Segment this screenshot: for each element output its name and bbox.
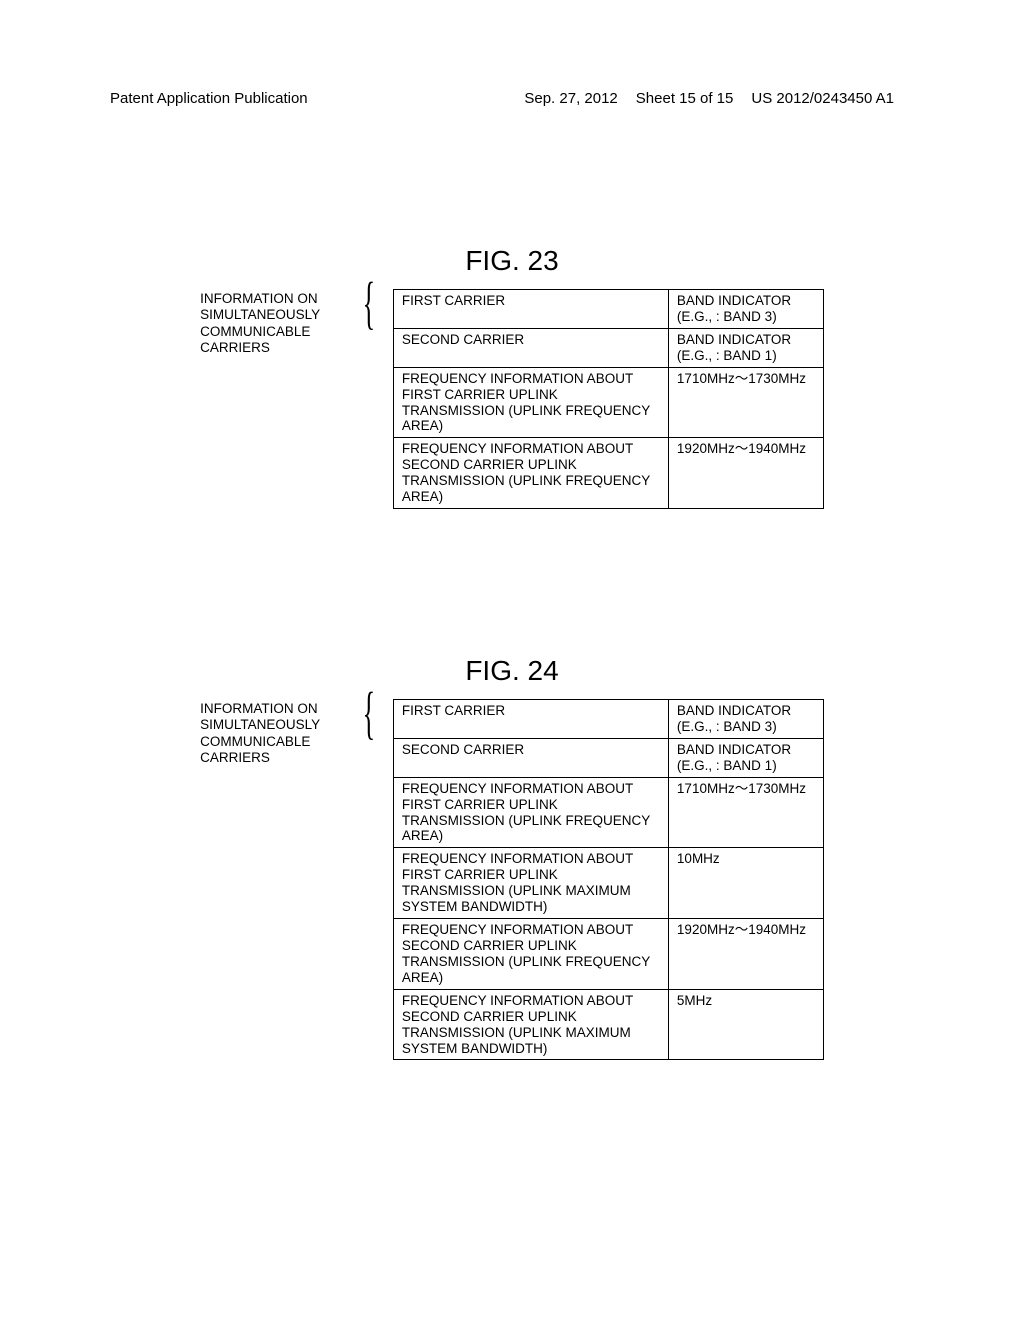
cell-desc: FREQUENCY INFORMATION ABOUT FIRST CARRIE… [393,777,668,848]
header-pubno: US 2012/0243450 A1 [751,90,894,107]
figure-24: FIG. 24 INFORMATION ON SIMULTANEOUSLY CO… [0,655,1024,1060]
figure-23-content: INFORMATION ON SIMULTANEOUSLY COMMUNICAB… [0,289,1024,509]
cell-desc: SECOND CARRIER [393,738,668,777]
cell-val: BAND INDICATOR (E.G., : BAND 3) [668,290,823,329]
table-row: FREQUENCY INFORMATION ABOUT SECOND CARRI… [393,989,823,1060]
cell-desc: FIRST CARRIER [393,700,668,739]
figure-23-table: FIRST CARRIER BAND INDICATOR (E.G., : BA… [393,289,824,509]
figure-24-title: FIG. 24 [0,655,1024,687]
table-row: FREQUENCY INFORMATION ABOUT FIRST CARRIE… [393,777,823,848]
header-right: Sep. 27, 2012 Sheet 15 of 15 US 2012/024… [524,90,894,107]
figure-24-side-label: INFORMATION ON SIMULTANEOUSLY COMMUNICAB… [200,699,345,767]
figure-23: FIG. 23 INFORMATION ON SIMULTANEOUSLY CO… [0,245,1024,509]
curly-brace-icon: { [363,697,376,729]
cell-desc: FREQUENCY INFORMATION ABOUT SECOND CARRI… [393,989,668,1060]
cell-val: BAND INDICATOR (E.G., : BAND 3) [668,700,823,739]
page-header: Patent Application Publication Sep. 27, … [0,90,1024,107]
table-row: SECOND CARRIER BAND INDICATOR (E.G., : B… [393,328,823,367]
cell-val: 1920MHz～1940MHz [668,919,823,990]
table-row: FIRST CARRIER BAND INDICATOR (E.G., : BA… [393,290,823,329]
table-row: FREQUENCY INFORMATION ABOUT SECOND CARRI… [393,438,823,509]
figure-23-side-label: INFORMATION ON SIMULTANEOUSLY COMMUNICAB… [200,289,345,357]
figure-23-title: FIG. 23 [0,245,1024,277]
cell-val: BAND INDICATOR (E.G., : BAND 1) [668,328,823,367]
table-row: FREQUENCY INFORMATION ABOUT SECOND CARRI… [393,919,823,990]
cell-val: 1710MHz～1730MHz [668,777,823,848]
table-row: FREQUENCY INFORMATION ABOUT FIRST CARRIE… [393,848,823,919]
cell-val: BAND INDICATOR (E.G., : BAND 1) [668,738,823,777]
cell-val: 1920MHz～1940MHz [668,438,823,509]
header-sheet: Sheet 15 of 15 [636,90,734,107]
header-left: Patent Application Publication [110,90,308,107]
cell-desc: FREQUENCY INFORMATION ABOUT SECOND CARRI… [393,438,668,509]
cell-val: 10MHz [668,848,823,919]
cell-desc: FIRST CARRIER [393,290,668,329]
table-row: FREQUENCY INFORMATION ABOUT FIRST CARRIE… [393,367,823,438]
cell-val: 1710MHz～1730MHz [668,367,823,438]
cell-desc: FREQUENCY INFORMATION ABOUT SECOND CARRI… [393,919,668,990]
cell-desc: FREQUENCY INFORMATION ABOUT FIRST CARRIE… [393,848,668,919]
cell-desc: SECOND CARRIER [393,328,668,367]
table-row: SECOND CARRIER BAND INDICATOR (E.G., : B… [393,738,823,777]
cell-val: 5MHz [668,989,823,1060]
header-date: Sep. 27, 2012 [524,90,617,107]
curly-brace-icon: { [363,287,376,319]
table-row: FIRST CARRIER BAND INDICATOR (E.G., : BA… [393,700,823,739]
figure-24-table: FIRST CARRIER BAND INDICATOR (E.G., : BA… [393,699,824,1060]
cell-desc: FREQUENCY INFORMATION ABOUT FIRST CARRIE… [393,367,668,438]
figure-24-content: INFORMATION ON SIMULTANEOUSLY COMMUNICAB… [0,699,1024,1060]
